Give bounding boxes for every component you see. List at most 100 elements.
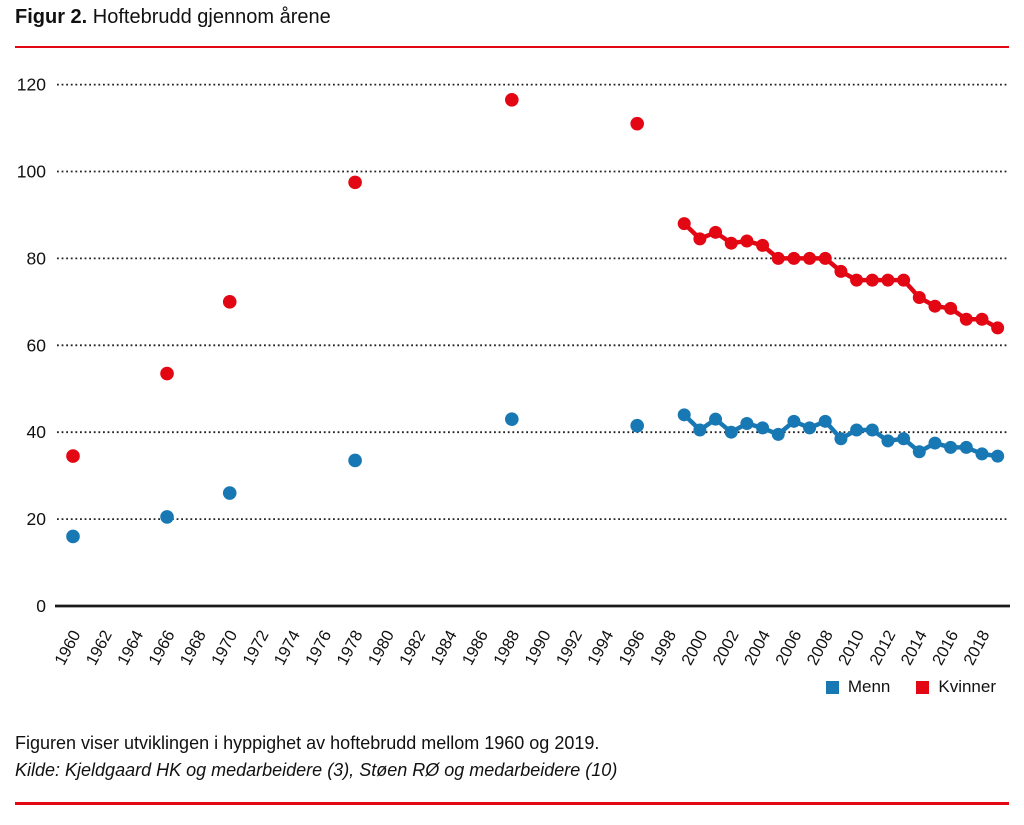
x-tick-labels: 1960196219641966196819701972197419761978… — [51, 627, 993, 668]
x-tick-label: 1976 — [302, 627, 335, 668]
data-point-kvinner — [693, 232, 707, 246]
x-tick-label: 2000 — [678, 627, 711, 668]
data-point-kvinner — [630, 116, 644, 131]
x-tick-label: 1970 — [208, 627, 241, 668]
x-tick-label: 1966 — [145, 627, 178, 668]
x-tick-label: 2016 — [929, 627, 962, 668]
data-point-menn — [834, 432, 848, 446]
figure-source: Kilde: Kjeldgaard HK og medarbeidere (3)… — [15, 760, 618, 780]
x-tick-label: 1972 — [239, 627, 272, 668]
x-tick-label: 2008 — [804, 627, 837, 668]
data-point-menn — [677, 408, 691, 422]
data-point-kvinner — [912, 291, 926, 305]
y-tick-label: 80 — [27, 248, 47, 268]
data-point-kvinner — [677, 217, 691, 231]
data-point-menn — [944, 440, 958, 454]
x-tick-label: 1980 — [365, 627, 398, 668]
data-point-kvinner — [944, 301, 958, 315]
data-point-kvinner — [897, 273, 911, 287]
x-tick-label: 2006 — [772, 627, 805, 668]
data-point-kvinner — [505, 93, 519, 107]
x-tick-label: 2018 — [960, 627, 993, 668]
data-point-menn — [991, 449, 1005, 463]
top-red-rule — [15, 46, 1009, 48]
x-tick-label: 2014 — [898, 627, 931, 668]
data-point-kvinner — [724, 236, 738, 250]
x-tick-label: 1988 — [490, 627, 523, 668]
x-tick-label: 1984 — [428, 627, 461, 668]
legend-item-kvinner: Kvinner — [916, 677, 996, 697]
data-point-menn — [818, 414, 832, 428]
y-tick-label: 20 — [27, 509, 47, 529]
data-point-kvinner — [756, 238, 770, 252]
x-tick-label: 1992 — [553, 627, 586, 668]
series-menn — [66, 408, 1005, 544]
y-tick-labels: 0 20 40 60 80 100 120 — [17, 75, 46, 616]
data-point-menn — [897, 432, 911, 446]
series-kvinner — [66, 93, 1005, 463]
legend-label-kvinner: Kvinner — [938, 677, 996, 696]
data-point-menn — [630, 418, 644, 433]
x-tick-label: 1996 — [616, 627, 649, 668]
y-tick-label: 60 — [27, 335, 47, 355]
data-point-menn — [693, 423, 707, 437]
data-point-menn — [222, 486, 237, 500]
figure-title-text: Hoftebrudd gjennom årene — [87, 6, 331, 28]
gridlines — [55, 83, 1010, 608]
data-point-kvinner — [850, 273, 864, 287]
y-tick-label: 100 — [17, 162, 46, 182]
data-point-menn — [348, 453, 362, 468]
data-point-menn — [975, 447, 989, 461]
data-point-menn — [771, 427, 785, 441]
data-point-menn — [66, 529, 80, 544]
y-tick-label: 0 — [36, 596, 46, 616]
x-tick-label: 1982 — [396, 627, 429, 668]
data-point-menn — [865, 423, 879, 437]
x-tick-label: 1998 — [647, 627, 680, 668]
x-tick-label: 1962 — [83, 627, 116, 668]
legend-item-menn: Menn — [825, 677, 891, 697]
data-point-kvinner — [991, 321, 1005, 335]
data-point-kvinner — [959, 312, 973, 326]
data-point-menn — [756, 421, 770, 435]
data-point-kvinner — [787, 251, 801, 265]
x-tick-label: 1960 — [51, 627, 84, 668]
bottom-red-rule — [15, 802, 1009, 805]
x-tick-label: 1968 — [177, 627, 210, 668]
x-tick-label: 1994 — [584, 627, 617, 668]
data-point-kvinner — [222, 295, 237, 309]
data-point-menn — [850, 423, 864, 437]
data-point-kvinner — [160, 366, 174, 381]
data-point-menn — [881, 434, 895, 448]
figure-title: Figur 2. Hoftebrudd gjennom årene — [15, 6, 331, 29]
data-point-kvinner — [348, 175, 362, 190]
menn-swatch-icon — [825, 680, 839, 694]
legend-label-menn: Menn — [847, 677, 891, 696]
data-point-kvinner — [709, 225, 723, 239]
data-point-menn — [959, 440, 973, 454]
x-tick-label: 1964 — [114, 627, 147, 668]
data-point-menn — [912, 445, 926, 459]
data-point-kvinner — [740, 234, 754, 248]
data-point-kvinner — [803, 251, 817, 265]
x-tick-label: 2010 — [835, 627, 868, 668]
data-point-menn — [724, 425, 738, 439]
data-point-kvinner — [818, 251, 832, 265]
data-point-kvinner — [834, 264, 848, 278]
data-point-menn — [505, 412, 519, 426]
data-point-kvinner — [865, 273, 879, 287]
chart-legend: Menn Kvinner — [825, 677, 996, 697]
x-tick-label: 2012 — [866, 627, 899, 668]
x-tick-label: 2004 — [741, 627, 774, 668]
data-point-menn — [928, 436, 942, 450]
data-point-menn — [160, 510, 174, 524]
data-point-kvinner — [881, 273, 895, 287]
data-point-menn — [803, 421, 817, 435]
x-tick-label: 2002 — [710, 627, 743, 668]
data-point-kvinner — [975, 312, 989, 326]
x-tick-label: 1978 — [333, 627, 366, 668]
x-tick-label: 1986 — [459, 627, 492, 668]
data-point-kvinner — [928, 299, 942, 313]
data-point-kvinner — [66, 449, 80, 463]
